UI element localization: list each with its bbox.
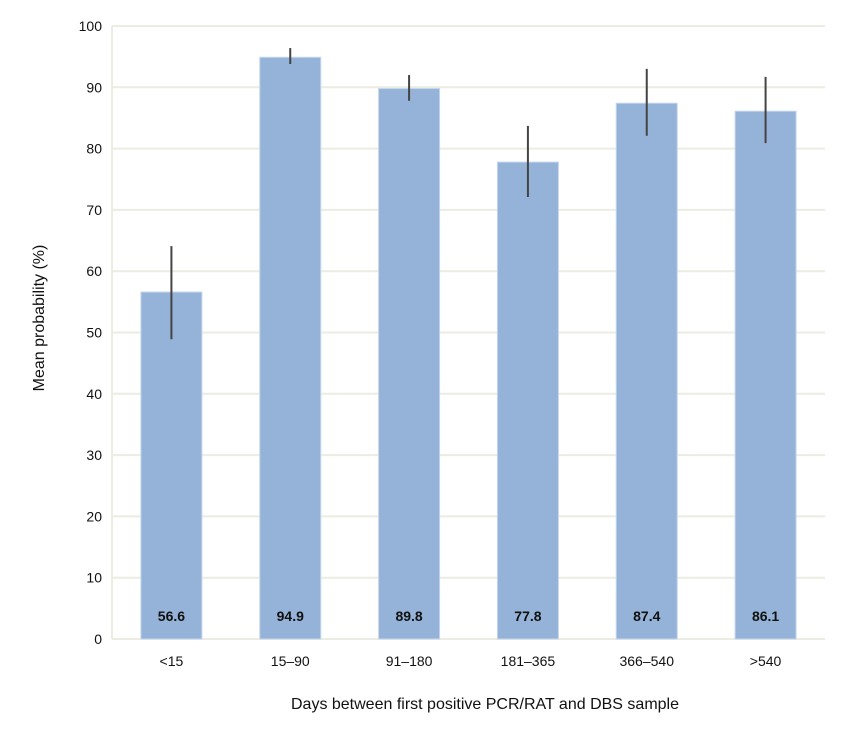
data-label: 86.1	[752, 608, 779, 624]
x-tick-label: 15–90	[271, 653, 310, 669]
x-tick-label: 366–540	[619, 653, 674, 669]
y-axis-label: Mean probability (%)	[31, 245, 48, 392]
y-tick-label: 100	[79, 18, 103, 34]
y-tick-labels: 0 10 20 30 40 50 60 70 80 90 100	[79, 18, 103, 647]
data-label: 87.4	[633, 608, 660, 624]
y-tick-label: 0	[94, 631, 102, 647]
bar	[259, 56, 322, 640]
y-tick-label: 90	[86, 79, 102, 95]
x-tick-labels: <15 15–90 91–180 181–365 366–540 >540	[160, 653, 782, 669]
bar	[378, 88, 441, 640]
x-tick-label: >540	[750, 653, 782, 669]
y-tick-label: 30	[86, 447, 102, 463]
bar	[496, 161, 559, 640]
x-tick-label: <15	[160, 653, 184, 669]
y-tick-label: 40	[86, 386, 102, 402]
data-label: 77.8	[514, 608, 541, 624]
gridlines	[111, 25, 825, 640]
data-label: 89.8	[395, 608, 422, 624]
data-label: 56.6	[158, 608, 185, 624]
y-tick-label: 50	[86, 325, 102, 341]
x-tick-label: 91–180	[386, 653, 433, 669]
y-tick-label: 20	[86, 508, 102, 524]
bars: 56.6 94.9 89.8 77.8 87.4 86.1	[140, 48, 797, 640]
x-tick-label: 181–365	[501, 653, 556, 669]
bar	[140, 291, 203, 640]
y-tick-label: 10	[86, 570, 102, 586]
bar	[734, 110, 797, 640]
bar	[615, 102, 678, 640]
y-tick-label: 70	[86, 202, 102, 218]
data-label: 94.9	[277, 608, 304, 624]
x-axis-label: Days between first positive PCR/RAT and …	[291, 696, 679, 713]
y-tick-label: 60	[86, 263, 102, 279]
y-tick-label: 80	[86, 141, 102, 157]
